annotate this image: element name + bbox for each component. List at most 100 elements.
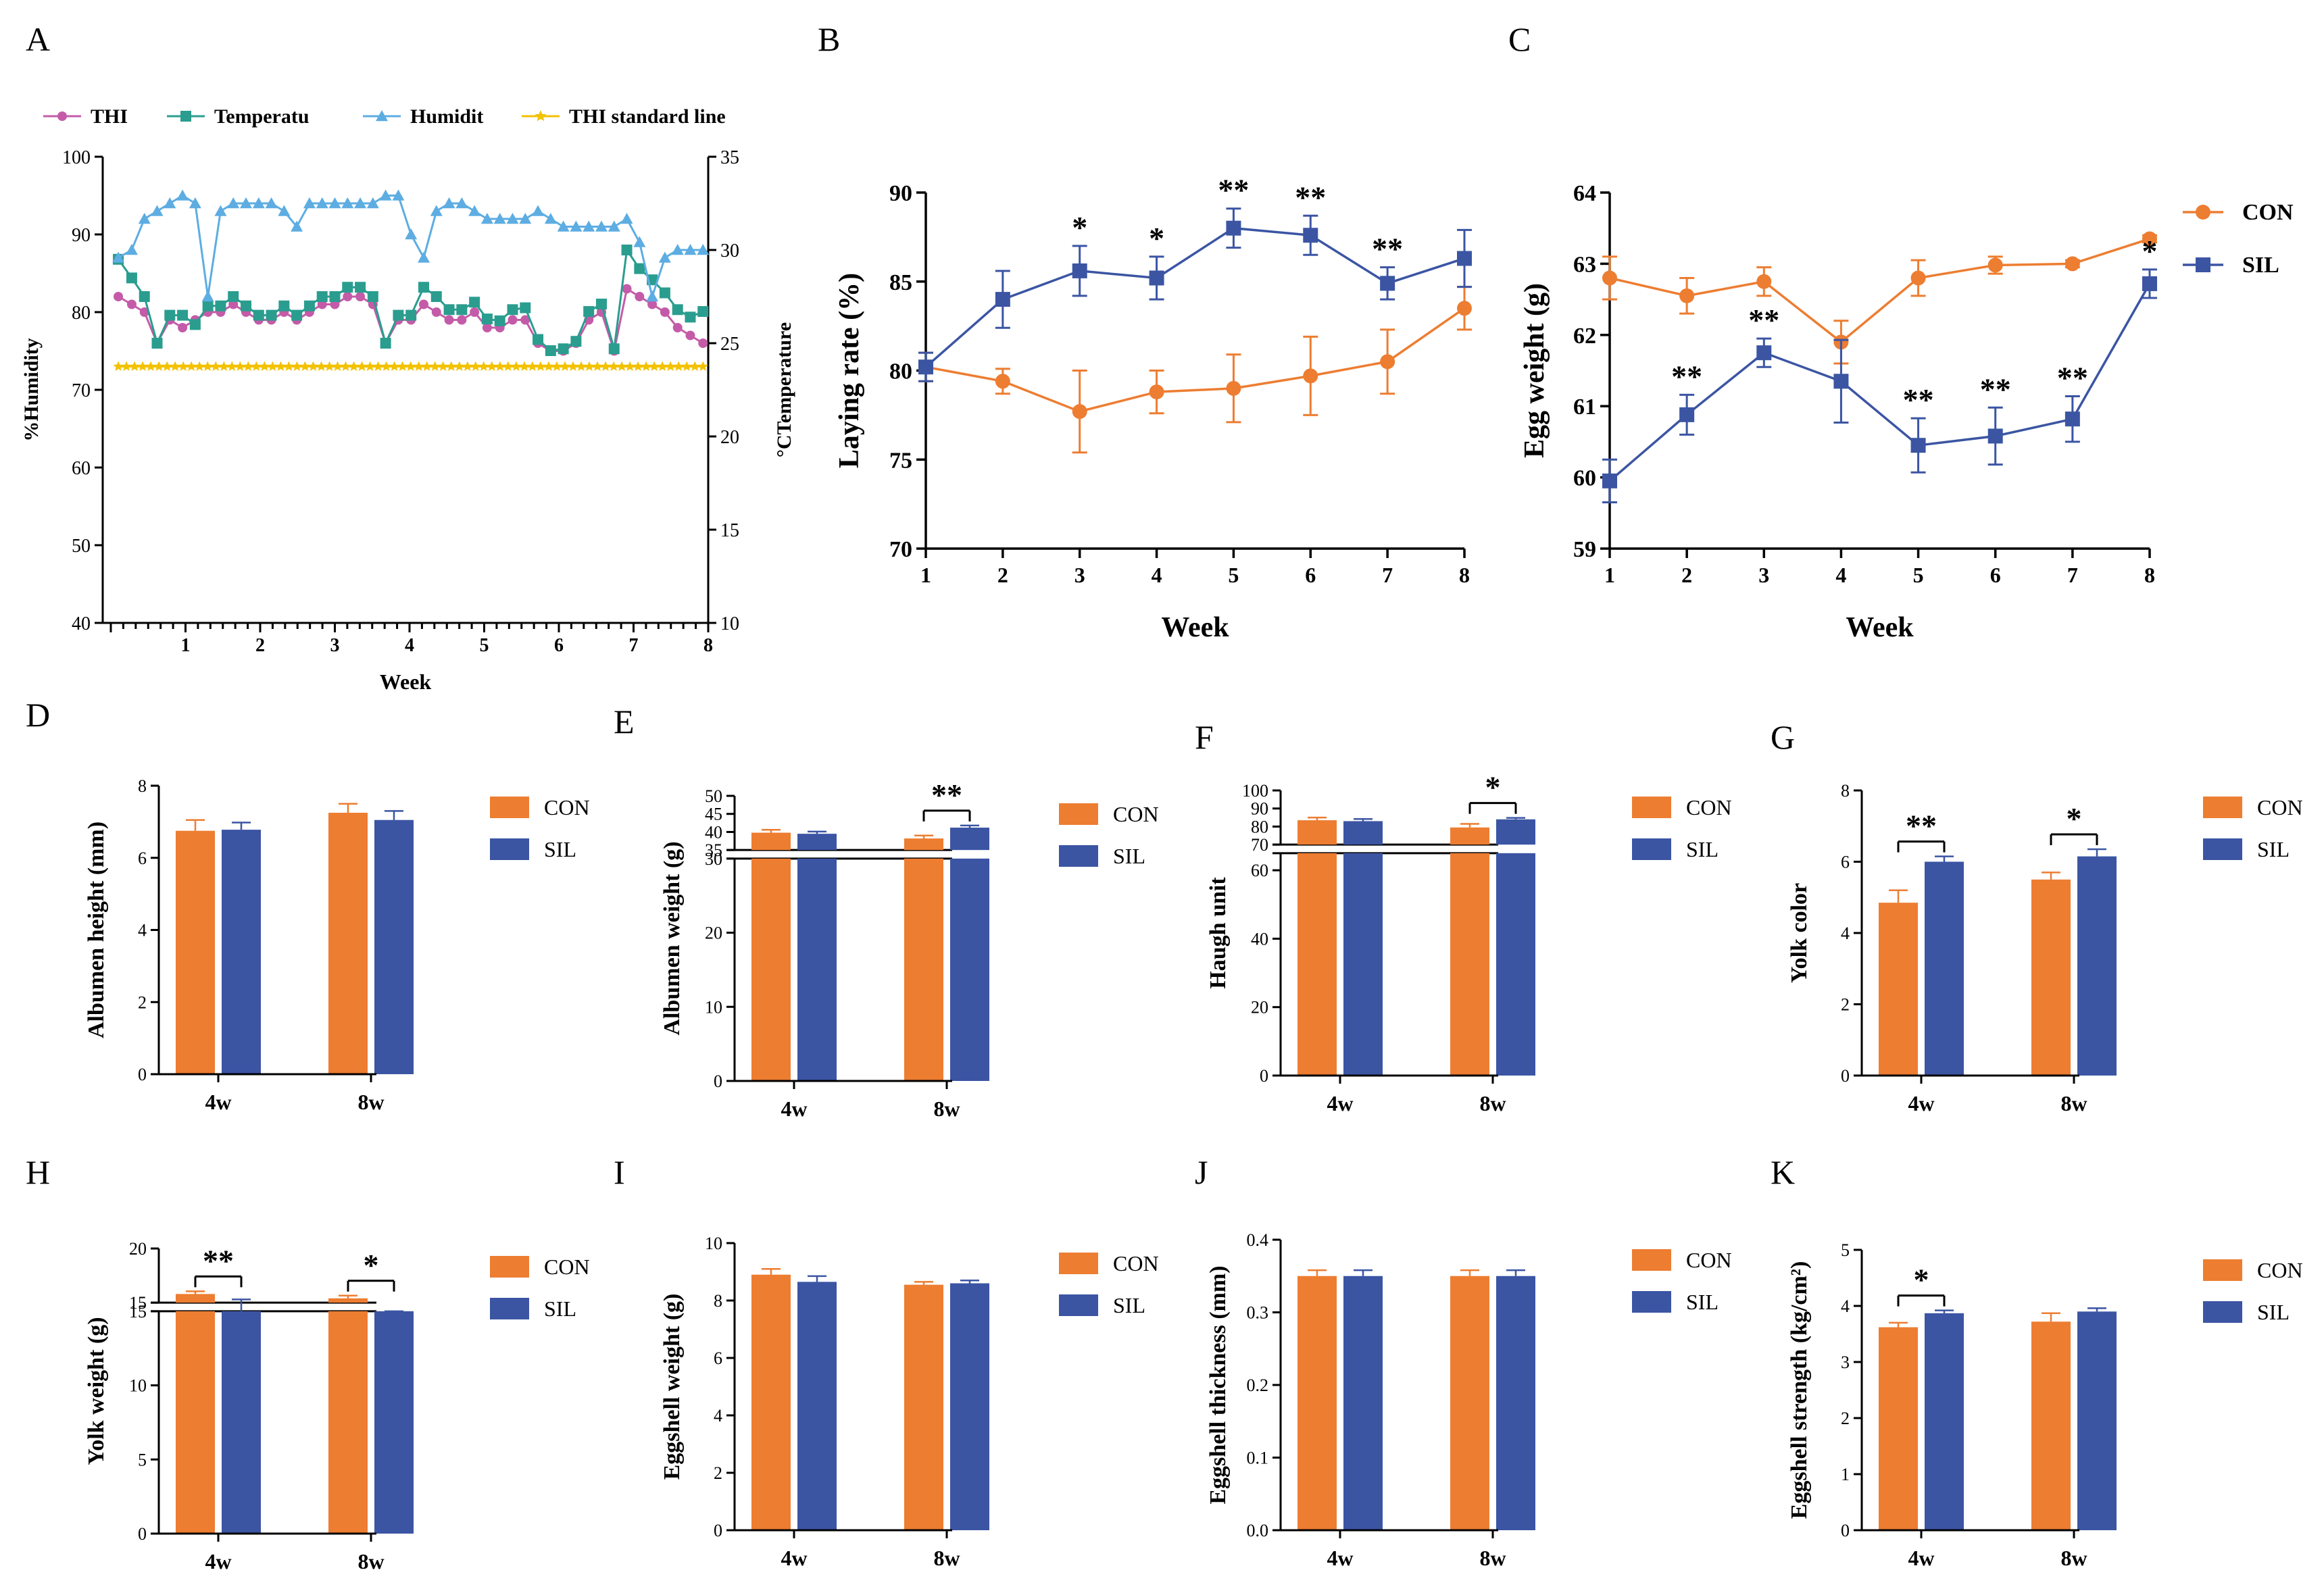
y-tick-label: 80 [889,359,912,384]
bar [797,1282,837,1530]
legend-swatch [2203,1301,2242,1323]
data-point [251,361,262,371]
legend-label: SIL [2257,1300,2290,1324]
data-point [503,361,514,371]
data-point [1303,368,1318,384]
data-point [595,220,608,232]
y-tick-label: 0.4 [1247,1230,1269,1250]
x-tick-label: 4 [405,635,414,656]
data-point [624,361,635,371]
y-tick-label: 70 [72,380,91,401]
y-tick-label: 70 [1251,835,1268,855]
data-point [506,213,519,224]
data-point [121,361,132,371]
x-tick-label: 7 [1382,563,1393,587]
data-point [487,361,497,371]
y-tick-label: 30 [705,849,722,869]
data-point [560,361,570,371]
data-point [2065,256,2080,272]
y-tick-label: 8 [1841,781,1850,801]
y-tick-label: 2 [1841,995,1850,1015]
bar [1450,1276,1489,1530]
legend-marker [2196,257,2210,272]
data-point [698,338,708,348]
data-point [343,292,353,301]
legend-label: SIL [1113,1293,1145,1317]
y-tick-label: 60 [72,458,91,479]
x-tick-label: 5 [1913,563,1924,587]
legend-swatch [1632,838,1671,860]
panel-label-k: K [1771,1153,1795,1191]
panel-j: 0.0 0.1 0.2 0.3 0.4 4w 8w Eggshell thickness (m… [1206,1230,1732,1570]
data-point [114,292,124,301]
data-point [576,361,587,371]
y-tick-label: 85 [889,270,912,295]
y-tick-label: 4 [1841,924,1850,943]
data-point [444,315,454,325]
data-point [418,299,428,309]
y-axis-label: Haugh unit [1206,877,1231,989]
data-point [616,361,627,371]
data-point [1149,270,1164,286]
data-point [519,361,530,371]
data-point [681,361,692,371]
series-con [176,1290,368,1534]
bar [1879,903,1918,1076]
y-tick-label: 8 [138,776,147,796]
data-point [275,361,286,371]
data-point [1226,220,1241,236]
data-point [431,307,441,317]
legend-swatch [1059,1253,1098,1274]
x-axis-label: Week [1846,612,1914,643]
data-point [685,311,696,323]
data-point [332,361,343,371]
panel-label-i: I [614,1153,625,1191]
data-point [265,197,278,209]
x-tick-label: 8w [2060,1546,2087,1570]
legend-label: SIL [2242,253,2279,278]
series-sil [1925,1307,2117,1530]
y-tick-label: 20 [705,924,722,943]
data-point [1910,270,1926,286]
series-sil [1343,1269,1535,1530]
x-tick-label: 3 [330,635,340,656]
data-point [608,361,619,371]
legend-label: CON [2257,795,2303,819]
legend-marker [2196,205,2210,220]
x-tick-label: 4w [781,1546,807,1570]
data-point [328,197,341,209]
data-point [1457,251,1472,266]
bar [2031,1321,2071,1530]
panel-label-d: D [26,696,50,734]
legend-swatch [490,797,529,818]
x-tick-label: 6 [554,635,564,656]
legend-label: SIL [1686,1290,1719,1314]
data-point [507,304,518,316]
data-point [608,220,620,232]
panel-label-f: F [1195,718,1214,756]
legend-swatch [1632,1291,1671,1313]
bar-upper [176,1294,215,1303]
data-point [620,213,633,224]
significance-marker: * [364,1248,379,1282]
panel-d: 0 2 4 6 8 4w 8w Albumen height (mm) CON SIL [84,776,590,1114]
bar [950,1283,989,1530]
data-point [508,315,518,325]
data-point [1602,473,1617,488]
data-point [202,361,213,371]
data-point [215,300,226,311]
data-point [462,361,473,371]
y2-tick-label: 15 [720,520,739,541]
y-tick-label: 3 [1841,1353,1850,1372]
x-tick-label: 4 [1835,563,1846,587]
y-tick-label: 61 [1573,395,1596,420]
significance-marker: ** [1218,173,1249,207]
data-point [356,361,368,371]
data-point [621,245,633,255]
y-tick-label: 2 [1841,1409,1850,1428]
data-point [446,361,457,371]
panel-label-a: A [26,20,50,58]
data-point [162,361,172,371]
